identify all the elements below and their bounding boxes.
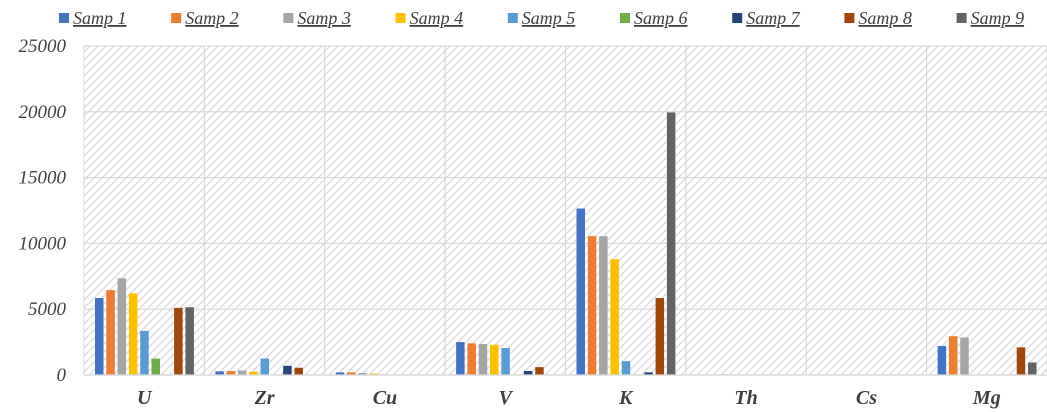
bar [249, 371, 258, 375]
bar [644, 372, 653, 375]
bar [948, 336, 958, 375]
x-tick-label: Cs [856, 387, 877, 409]
legend-item: Samp 5 [507, 8, 576, 28]
legend-label: Samp 6 [634, 8, 688, 28]
bar [335, 372, 345, 375]
legend-item: Samp 7 [732, 8, 801, 28]
legend-swatch [283, 13, 294, 23]
bar [937, 346, 947, 375]
y-tick-label: 25000 [19, 36, 67, 57]
x-tick-label: U [137, 387, 153, 409]
bar [655, 298, 665, 375]
legend-item: Samp 8 [844, 8, 912, 28]
bar [117, 278, 127, 375]
legend-label: Samp 7 [746, 8, 800, 28]
legend-swatch [171, 13, 182, 23]
bar [347, 372, 356, 375]
y-tick-label: 20000 [19, 102, 67, 123]
legend-item: Samp 9 [956, 8, 1025, 28]
y-tick-label: 10000 [19, 233, 67, 254]
legend-item: Samp 6 [620, 8, 688, 28]
gridlines [83, 45, 1047, 376]
legend-swatch [620, 13, 630, 23]
legend-label: Samp 5 [522, 8, 576, 28]
bar [369, 373, 379, 375]
bar [283, 365, 292, 375]
legend-label: Samp 1 [73, 8, 127, 28]
bar [358, 373, 367, 375]
x-axis: U Zr Cu V K Th Cs Mg [84, 374, 1047, 409]
bar [185, 307, 194, 375]
bar [106, 290, 115, 375]
x-tick-label: V [499, 387, 514, 409]
bar [294, 367, 303, 375]
bar [1016, 347, 1026, 375]
bar [576, 208, 585, 375]
legend-swatch [395, 13, 406, 23]
legend-label: Samp 4 [410, 8, 464, 28]
legend-label: Samp 9 [971, 8, 1025, 28]
bar [621, 361, 631, 375]
bar [215, 371, 224, 375]
legend-item: Samp 2 [171, 8, 239, 28]
legend-swatch [732, 13, 743, 23]
legend-swatch [59, 13, 69, 23]
bar [95, 298, 104, 375]
bar [151, 358, 160, 375]
legend: Samp 1 Samp 2 Samp 3 Samp 4 Samp 5 Samp 6 Samp… [59, 8, 1024, 28]
bar [501, 348, 510, 375]
bar [587, 236, 597, 375]
legend-swatch [956, 13, 967, 23]
bar [523, 371, 533, 375]
legend-label: Samp 3 [297, 8, 351, 28]
bar [610, 259, 619, 375]
bar [1028, 362, 1037, 375]
legend-item: Samp 1 [59, 8, 127, 28]
x-tick-label: K [618, 387, 634, 409]
legend-item: Samp 3 [283, 8, 351, 28]
legend-swatch [844, 13, 855, 23]
bar [599, 236, 608, 375]
bar [140, 330, 149, 375]
x-tick-label: Th [734, 387, 757, 409]
bar [260, 358, 270, 375]
legend-swatch [507, 13, 518, 23]
bar [456, 342, 465, 375]
x-tick-label: Zr [254, 387, 275, 409]
bar [666, 112, 676, 375]
bar [490, 344, 499, 375]
bar [478, 344, 488, 375]
x-tick-label: Mg [972, 387, 1001, 409]
bar [174, 307, 183, 375]
y-tick-label: 5000 [28, 299, 67, 320]
bar [467, 343, 476, 375]
bar [226, 371, 236, 375]
legend-item: Samp 4 [395, 8, 464, 28]
y-tick-label: 15000 [19, 168, 67, 189]
bar [128, 293, 138, 375]
bar [960, 337, 969, 375]
y-tick-label: 0 [57, 365, 67, 386]
bar [237, 370, 247, 375]
legend-label: Samp 2 [185, 8, 239, 28]
bar [535, 367, 544, 375]
x-tick-label: Cu [373, 387, 397, 409]
legend-label: Samp 8 [858, 8, 912, 28]
y-axis: 0 5000 10000 15000 20000 25000 [19, 36, 67, 386]
